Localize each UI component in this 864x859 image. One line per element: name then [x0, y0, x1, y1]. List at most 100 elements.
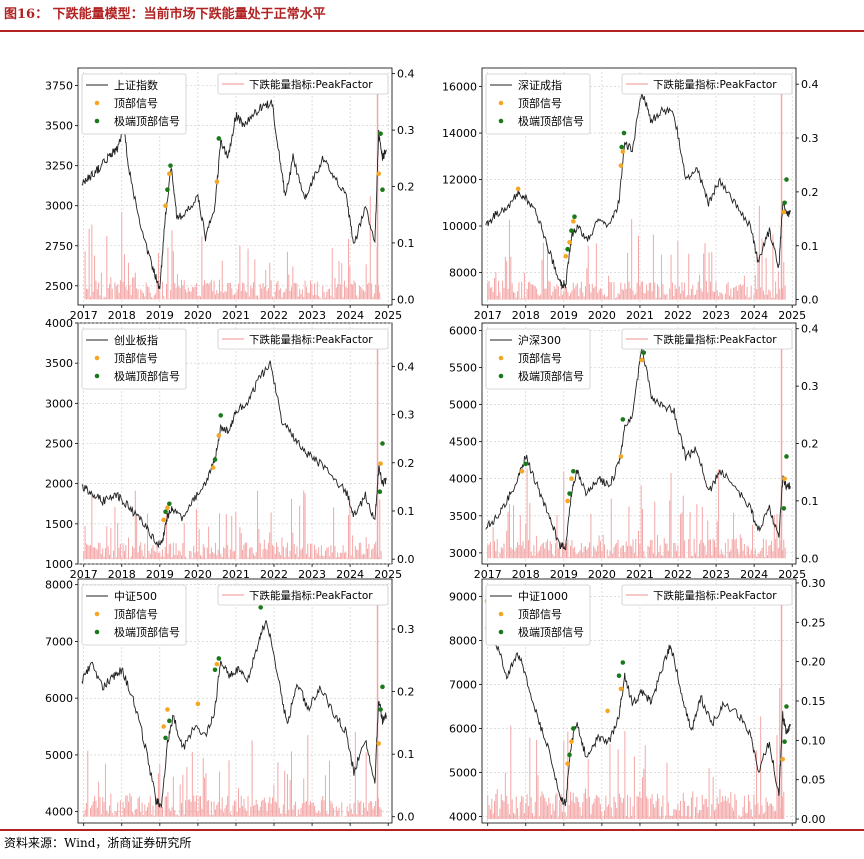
y-right-tick-label: 0.2: [801, 438, 819, 451]
legend-extreme-swatch: [94, 373, 100, 379]
extreme-signal-dot: [572, 214, 577, 220]
y-right-tick-label: 0.3: [801, 132, 819, 145]
legend-box: [485, 584, 591, 646]
y-right-tick-label: 0.0: [397, 293, 415, 306]
price-line: [485, 90, 791, 290]
legend-top-swatch: [94, 611, 100, 617]
y-right-tick-label: 0.3: [397, 124, 415, 137]
y-left-tick-label: 8000: [449, 635, 477, 648]
y-left-tick-label: 5000: [449, 766, 477, 779]
legend-top-label: 顶部信号: [114, 351, 158, 365]
x-tick-label: 2021: [222, 827, 250, 828]
x-tick-label: 2021: [222, 568, 250, 581]
x-tick-label: 2025: [374, 568, 402, 581]
extreme-signal-dot: [641, 350, 647, 355]
x-tick-label: 2019: [146, 309, 174, 322]
top-signal-dot: [569, 476, 574, 482]
y-left-tick-label: 4000: [449, 810, 477, 823]
energy-series: [83, 588, 382, 817]
legend-top-label: 顶部信号: [114, 607, 158, 621]
top-signal-dot: [378, 461, 383, 466]
y-left-tick-label: 4000: [45, 806, 73, 819]
extreme-signal-dot: [782, 739, 787, 744]
x-tick-label: 2025: [374, 309, 402, 322]
y-right-tick-label: 0.10: [801, 734, 826, 747]
y-left-tick-label: 9000: [449, 591, 477, 604]
legend-price-label: 深证成指: [518, 78, 562, 92]
extreme-signal-dot: [784, 454, 789, 459]
legend-box: [217, 73, 389, 95]
chart-panel-6: 2017 2018 2019 2020 2021 2022 2023 2024 2025 4000…: [449, 577, 826, 828]
y-left-tick-label: 3750: [45, 80, 73, 93]
extreme-signal-dot: [163, 735, 168, 741]
top-signal-dot: [195, 701, 201, 707]
x-tick-label: 2022: [260, 827, 288, 828]
legend-price-label: 创业板指: [114, 333, 158, 347]
legend-extreme-label: 极端顶部信号: [518, 625, 584, 639]
y-left-tick-label: 3000: [45, 200, 73, 213]
extreme-signal-dot: [216, 136, 222, 141]
y-right-tick-label: 0.15: [801, 695, 826, 708]
legend-extreme-swatch: [94, 629, 100, 635]
legend-box: [81, 328, 187, 390]
x-tick-label: 2020: [184, 568, 212, 581]
energy-series: [487, 332, 786, 559]
legend-box: [485, 328, 591, 390]
y-right-tick-label: 0.05: [801, 774, 826, 787]
extreme-signal-dot: [571, 726, 576, 731]
y-right-tick-label: 0.1: [397, 505, 415, 518]
price-line: [81, 620, 387, 808]
x-tick-label: 2020: [588, 568, 616, 581]
y-left-tick-label: 8000: [449, 266, 477, 279]
top-signal-dot: [210, 465, 216, 470]
x-tick-label: 2020: [184, 309, 212, 322]
legend-energy-label: 下跌能量指标:PeakFactor: [653, 589, 777, 602]
title-rule: [0, 30, 864, 32]
top-signal-dot: [376, 741, 381, 746]
extreme-signal-dot: [377, 489, 383, 495]
legend-right: 下跌能量指标:PeakFactor: [621, 584, 793, 606]
y-right-tick-label: 0.0: [801, 294, 819, 307]
legend-energy-label: 下跌能量指标:PeakFactor: [249, 589, 373, 602]
y-left-tick-label: 2750: [45, 240, 73, 253]
y-right-tick-label: 0.4: [397, 360, 415, 373]
x-tick-label: 2022: [260, 568, 288, 581]
legend-right: 下跌能量指标:PeakFactor: [217, 584, 389, 606]
y-left-tick-label: 3500: [449, 510, 477, 523]
legend-extreme-label: 极端顶部信号: [114, 625, 180, 639]
x-tick-label: 2025: [374, 827, 402, 828]
extreme-signal-dot: [784, 177, 789, 182]
legend-right: 下跌能量指标:PeakFactor: [217, 328, 389, 350]
x-tick-label: 2023: [702, 568, 730, 581]
extreme-signal-dot: [216, 656, 222, 661]
top-signal-dot: [565, 498, 570, 504]
legend-box: [621, 584, 793, 606]
x-tick-label: 2021: [222, 309, 250, 322]
x-tick-label: 2020: [588, 827, 616, 828]
y-left-tick-label: 2500: [45, 280, 73, 293]
extreme-signal-dot: [781, 506, 787, 511]
x-tick-label: 2023: [702, 827, 730, 828]
x-tick-label: 2022: [664, 827, 692, 828]
top-signal-dot: [563, 253, 569, 259]
extreme-signal-dot: [782, 200, 787, 206]
x-tick-label: 2022: [260, 309, 288, 322]
y-right-tick-label: 0.4: [397, 68, 415, 81]
x-tick-label: 2019: [146, 568, 174, 581]
x-tick-label: 2018: [512, 568, 540, 581]
x-tick-label: 2024: [336, 309, 364, 322]
x-tick-label: 2018: [108, 309, 136, 322]
x-tick-label: 2023: [298, 827, 326, 828]
extreme-signal-dot: [212, 667, 218, 673]
footer-rule: [0, 829, 864, 831]
x-tick-label: 2022: [664, 568, 692, 581]
extreme-signal-dot: [784, 704, 789, 709]
extreme-signal-dot: [616, 673, 622, 679]
y-right-tick-label: 0.3: [397, 409, 415, 422]
top-signal-dot: [214, 179, 220, 184]
legend-energy-label: 下跌能量指标:PeakFactor: [653, 333, 777, 346]
top-signal-dot: [567, 239, 572, 245]
x-tick-label: 2017: [474, 309, 502, 322]
